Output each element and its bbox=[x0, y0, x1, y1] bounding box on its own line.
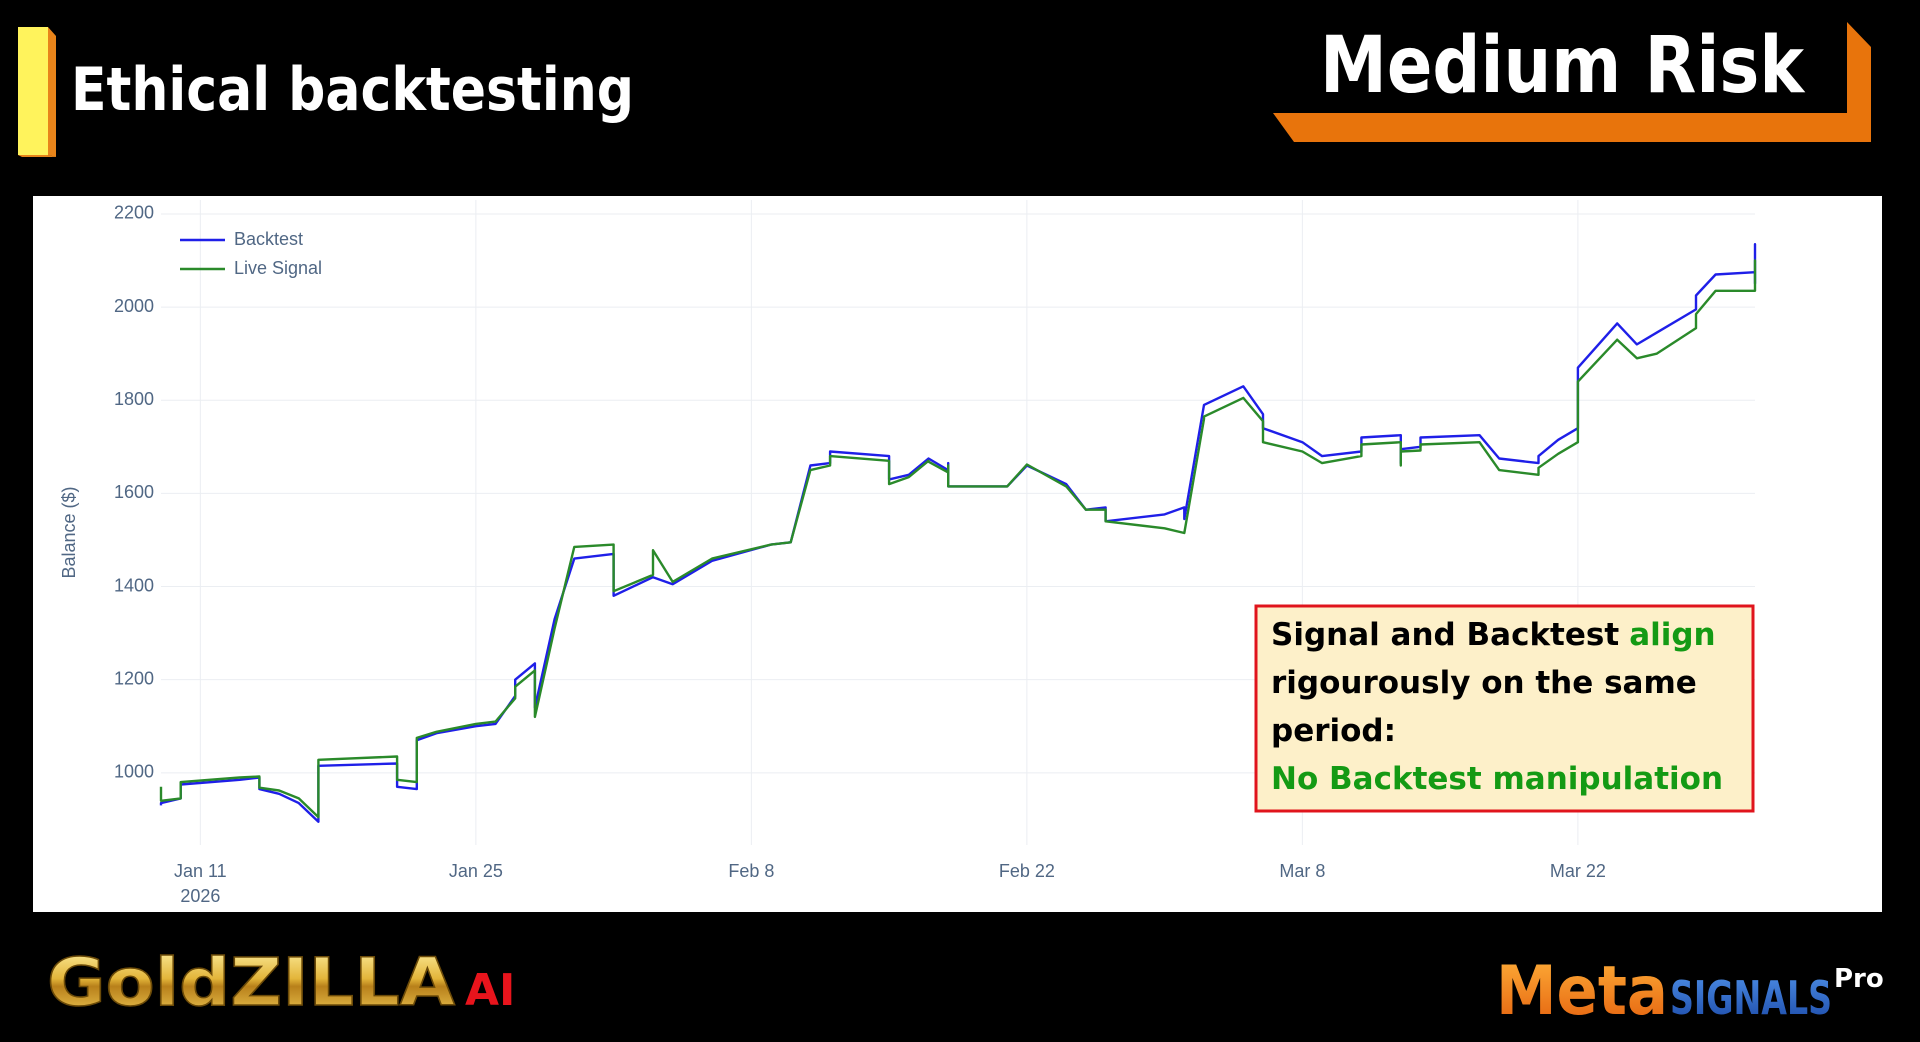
legend-label: Live Signal bbox=[234, 258, 322, 278]
annotation-line: period: bbox=[1271, 713, 1396, 749]
x-tick-label: Feb 22 bbox=[999, 861, 1055, 881]
brand-logo-suffix: AI bbox=[465, 965, 515, 1016]
y-tick-label: 1800 bbox=[114, 389, 154, 409]
y-tick-label: 2200 bbox=[114, 203, 154, 223]
brand-logo: Meta bbox=[1496, 952, 1668, 1031]
annotation: Signal and Backtest align rigourously on … bbox=[1271, 617, 1723, 797]
annotation-text: Signal and Backtest bbox=[1271, 617, 1619, 653]
series-line bbox=[159, 243, 1757, 823]
brand-logo: GoldZILLA bbox=[47, 944, 455, 1021]
page-title: Ethical backtesting bbox=[71, 55, 634, 125]
risk-badge: Medium Risk bbox=[1320, 21, 1806, 111]
title-accent-edge bbox=[48, 27, 56, 157]
y-axis-title: Balance ($) bbox=[59, 486, 79, 578]
annotation-highlight: No Backtest manipulation bbox=[1271, 761, 1723, 797]
x-year-label: 2026 bbox=[180, 886, 220, 906]
y-tick-label: 1600 bbox=[114, 482, 154, 502]
badge-frame bbox=[1273, 22, 1871, 142]
y-tick-label: 1400 bbox=[114, 575, 154, 595]
title-accent-bottom bbox=[18, 155, 56, 157]
x-tick-label: Feb 8 bbox=[728, 861, 774, 881]
annotation-box bbox=[1254, 604, 1755, 813]
brand-logo: SIGNALS bbox=[1670, 971, 1832, 1025]
y-tick-label: 1200 bbox=[114, 668, 154, 688]
brand-logo-sup: Pro bbox=[1834, 964, 1884, 994]
y-tick-label: 2000 bbox=[114, 296, 154, 316]
x-tick-label: Jan 25 bbox=[449, 861, 503, 881]
x-tick-label: Jan 11 bbox=[174, 861, 227, 881]
title-accent bbox=[18, 27, 48, 155]
x-tick-label: Mar 22 bbox=[1550, 861, 1606, 881]
annotation-highlight: align bbox=[1629, 617, 1715, 653]
legend-label: Backtest bbox=[234, 229, 303, 249]
x-tick-label: Mar 8 bbox=[1279, 861, 1325, 881]
annotation-line: rigourously on the same bbox=[1271, 665, 1697, 701]
annotation-line: Signal and Backtest align bbox=[1271, 617, 1716, 653]
series-line bbox=[159, 259, 1757, 819]
y-tick-label: 1000 bbox=[114, 762, 154, 782]
